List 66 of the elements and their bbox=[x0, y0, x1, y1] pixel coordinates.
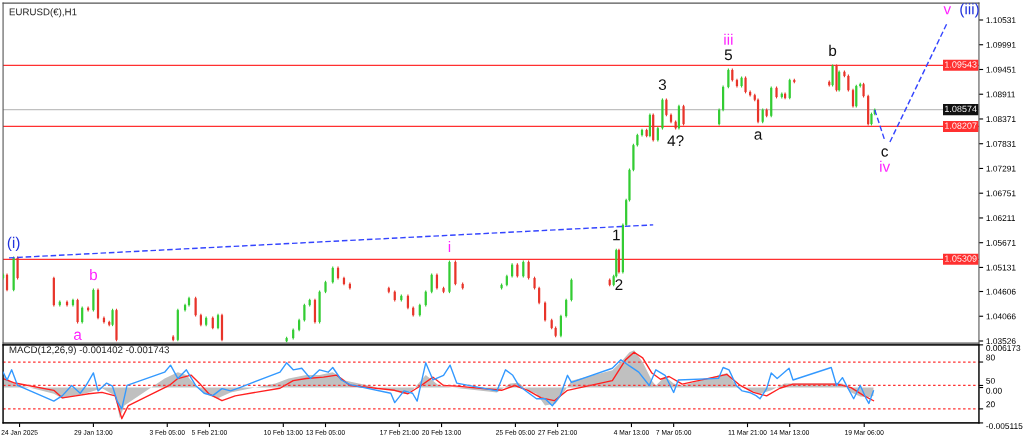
annotation: i bbox=[448, 240, 451, 253]
ref-line-label: 1.09543 bbox=[945, 61, 977, 68]
y-tick-label: 1.04606 bbox=[986, 288, 1016, 295]
candlestick bbox=[682, 104, 685, 126]
candlestick bbox=[744, 75, 747, 94]
annotation: b bbox=[829, 44, 837, 57]
candlestick bbox=[313, 298, 317, 324]
chart-title: MACD(12,26,9) -0.001402 -0.001743 bbox=[9, 346, 170, 356]
y-tick-label: 0.006173 bbox=[986, 345, 1021, 351]
y-tick-label: 1.08911 bbox=[986, 91, 1015, 98]
candlestick bbox=[16, 255, 19, 280]
y-tick-label: 1.09991 bbox=[986, 41, 1016, 48]
annotation: a bbox=[754, 131, 763, 140]
y-tick-label: 1.07831 bbox=[986, 140, 1016, 147]
candlestick bbox=[92, 288, 95, 313]
candlestick bbox=[533, 276, 536, 291]
chart-title: EURUSD(€),H1 bbox=[9, 8, 77, 18]
y-tick-label: 1.05131 bbox=[986, 264, 1016, 271]
annotation: (iii) bbox=[960, 3, 979, 18]
annotation: c bbox=[881, 148, 889, 157]
candlestick bbox=[111, 308, 114, 327]
candlestick bbox=[324, 280, 327, 294]
y-tick-label: 1.05671 bbox=[986, 239, 1016, 246]
y-tick-label: 1.09451 bbox=[986, 66, 1016, 73]
y-tick-label: 1.08371 bbox=[986, 116, 1016, 123]
candlestick bbox=[570, 277, 573, 302]
y-tick-label: 1.10531 bbox=[986, 17, 1016, 24]
candlestick bbox=[756, 97, 760, 124]
candlestick bbox=[115, 308, 118, 342]
annotation: iii bbox=[724, 33, 733, 45]
y2-tick-label: 20 bbox=[986, 401, 995, 408]
candlestick bbox=[442, 286, 445, 294]
candlestick bbox=[722, 85, 725, 112]
y-tick-label: 0.00 bbox=[986, 387, 1002, 394]
candlestick bbox=[559, 314, 563, 338]
y2-tick-label: 80 bbox=[986, 354, 995, 361]
y-tick-label: 1.07291 bbox=[986, 165, 1016, 172]
annotation: v bbox=[943, 6, 952, 15]
candlestick bbox=[76, 298, 79, 324]
ref-line-label: 1.08207 bbox=[945, 122, 977, 129]
ref-line-label: 1.08574 bbox=[945, 105, 977, 113]
y-tick-label: 1.06211 bbox=[986, 215, 1015, 222]
candlestick bbox=[448, 260, 451, 294]
candlestick bbox=[835, 63, 838, 93]
y-tick-label: 1.03526 bbox=[986, 338, 1016, 345]
annotation: 5 bbox=[724, 49, 732, 61]
annotation: 4? bbox=[667, 135, 684, 147]
annotation: 2 bbox=[615, 279, 623, 290]
y2-tick-label: 50 bbox=[986, 377, 995, 384]
ref-line-label: 1.05309 bbox=[945, 255, 977, 262]
candlestick bbox=[527, 260, 530, 280]
candlestick bbox=[617, 248, 621, 275]
y-tick-label: 1.06751 bbox=[986, 190, 1016, 197]
candlestick bbox=[870, 112, 873, 126]
candlestick bbox=[454, 260, 457, 286]
annotation: iv bbox=[880, 160, 891, 172]
annotation: 3 bbox=[658, 79, 667, 90]
annotation: (i) bbox=[7, 236, 20, 252]
y-tick-label: 1.04066 bbox=[986, 313, 1016, 320]
y-tick-label: -0.005115 bbox=[986, 423, 1023, 430]
annotation: a bbox=[73, 331, 82, 340]
candlestick bbox=[788, 78, 791, 100]
annotation: b bbox=[90, 268, 98, 281]
candlestick bbox=[775, 85, 778, 99]
annotation: 1 bbox=[613, 229, 620, 241]
candlestick bbox=[831, 63, 834, 88]
